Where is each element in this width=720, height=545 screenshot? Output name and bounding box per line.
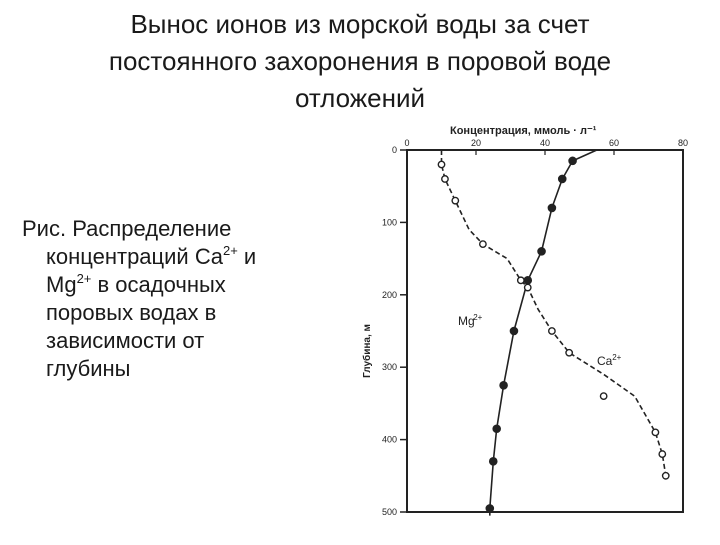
- data-point-ca-0: [437, 160, 446, 169]
- x-tick-label-60: 60: [609, 138, 619, 148]
- data-point-ca-1: [441, 175, 449, 183]
- caption-line-5: зависимости от: [46, 328, 205, 353]
- data-point-ca-4: [516, 276, 525, 285]
- data-point-ca-6: [547, 327, 556, 335]
- series-label-ca-charge: 2+: [612, 353, 621, 362]
- caption-sediment-text: в осадочных: [91, 272, 226, 297]
- data-point-ca-11: [661, 471, 670, 480]
- y-tick-label-200: 200: [382, 290, 397, 300]
- data-point-mg-7: [492, 424, 501, 434]
- y-tick-label-300: 300: [382, 362, 397, 372]
- data-point-mg-2: [547, 203, 557, 213]
- caption-line-6: глубины: [46, 356, 131, 381]
- title-line-1: Вынос ионов из морской воды за счет: [130, 9, 590, 39]
- data-point-ca-2: [451, 196, 460, 205]
- series-label-mg: Mg: [458, 314, 475, 328]
- caption-line-3: Mg2+ в осадочных: [22, 271, 342, 299]
- data-point-ca-8: [599, 392, 608, 401]
- y-tick-label-400: 400: [382, 435, 397, 445]
- caption-mg-text: Mg: [46, 272, 77, 297]
- data-point-ca-3: [478, 240, 487, 249]
- x-tick-label-0: 0: [404, 138, 409, 148]
- caption-ca-charge: 2+: [222, 243, 238, 258]
- series-line-mg: [489, 149, 598, 516]
- data-point-mg-1: [557, 174, 567, 184]
- data-point-ca-7: [565, 348, 574, 357]
- data-point-ca-9: [651, 428, 660, 437]
- chart-svg: Концентрация, ммоль · л⁻¹ 0 20 40 60 80 0 100 20…: [361, 125, 688, 517]
- figure-caption: Рис. Распределение концентраций Ca2+ и M…: [22, 215, 342, 383]
- series-label-ca: Ca: [597, 354, 613, 368]
- x-tick-label-20: 20: [471, 138, 481, 148]
- data-point-mg-5: [509, 326, 519, 336]
- caption-line-1: Рис. Распределение: [22, 216, 232, 241]
- x-tick-label-40: 40: [540, 138, 550, 148]
- caption-mg-charge: 2+: [76, 271, 92, 286]
- data-point-mg-4: [523, 276, 533, 285]
- depth-concentration-chart: Концентрация, ммоль · л⁻¹ 0 20 40 60 80 0 100 20…: [350, 115, 720, 540]
- caption-and-text: и: [237, 244, 257, 269]
- y-axis-title: Глубина, м: [361, 324, 373, 378]
- x-axis-title: Концентрация, ммоль · л⁻¹: [450, 125, 597, 137]
- data-point-mg-3: [537, 247, 546, 256]
- data-point-mg-8: [488, 457, 498, 466]
- slide-title: Вынос ионов из морской воды за счет пост…: [30, 6, 690, 117]
- data-point-ca-10: [658, 450, 667, 458]
- data-point-mg-6: [499, 380, 508, 390]
- caption-ca-text: концентраций Ca: [46, 244, 223, 269]
- data-point-mg-0: [568, 156, 577, 166]
- x-tick-label-80: 80: [678, 138, 688, 148]
- title-line-2: постоянного захоронения в поровой воде: [108, 46, 612, 76]
- y-tick-label-0: 0: [392, 145, 397, 155]
- y-tick-label-100: 100: [382, 217, 397, 227]
- series-label-mg-charge: 2+: [473, 313, 482, 322]
- y-tick-label-500: 500: [382, 507, 397, 517]
- title-line-3: отложений: [294, 83, 426, 113]
- data-point-mg-9: [485, 504, 495, 513]
- caption-line-4: поровых водах в: [46, 300, 217, 325]
- plot-frame: [406, 149, 684, 513]
- data-point-ca-5: [523, 283, 532, 292]
- caption-line-2: концентраций Ca2+ и: [22, 243, 342, 271]
